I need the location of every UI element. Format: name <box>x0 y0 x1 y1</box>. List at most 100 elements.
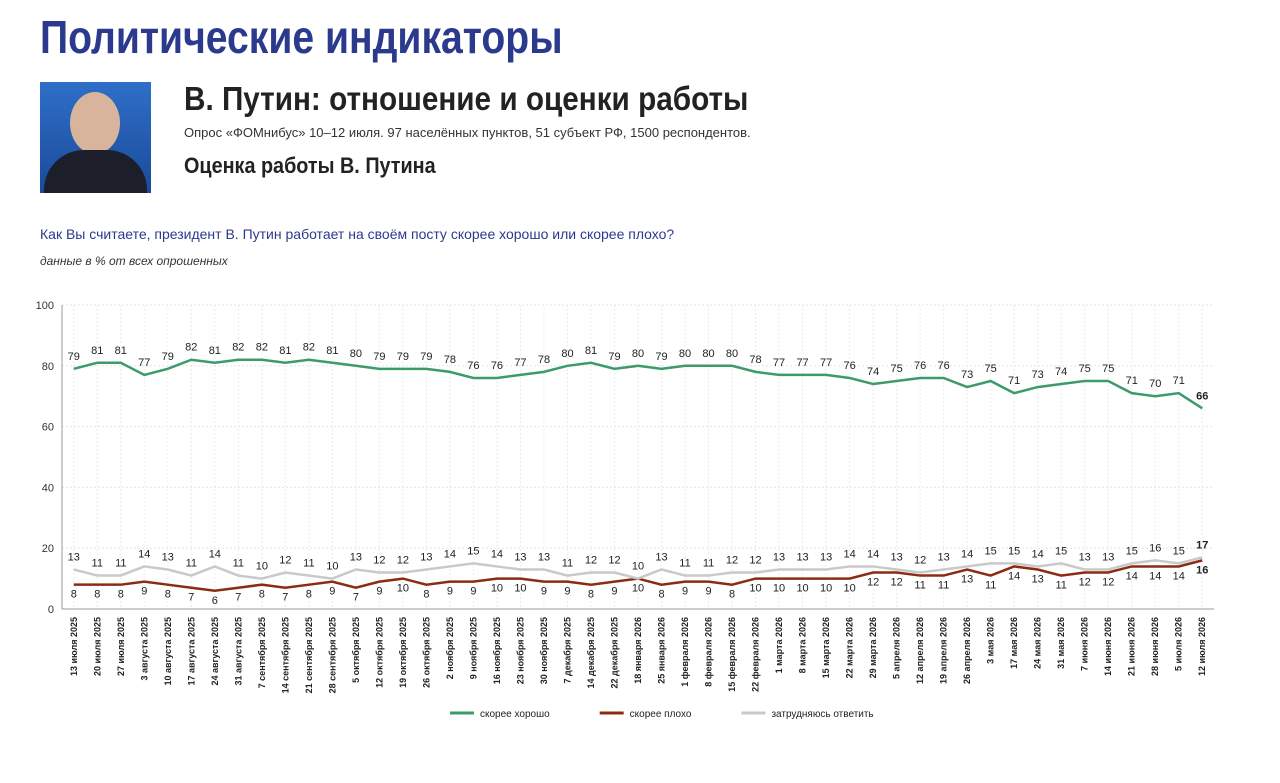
data-label: 12 <box>726 555 738 567</box>
x-tick-label: 21 июня 2026 <box>1127 617 1137 676</box>
data-label: 13 <box>938 551 950 563</box>
data-label: 73 <box>961 369 973 381</box>
data-label: 14 <box>1032 548 1044 560</box>
x-tick-label: 24 августа 2025 <box>210 617 220 686</box>
x-tick-label: 5 июля 2026 <box>1174 617 1184 671</box>
data-label: 13 <box>890 551 902 563</box>
data-label: 12 <box>749 555 761 567</box>
x-tick-label: 20 июля 2025 <box>92 617 102 676</box>
x-tick-label: 29 марта 2026 <box>868 617 878 678</box>
data-label: 8 <box>71 589 77 601</box>
x-tick-label: 14 июня 2026 <box>1103 617 1113 676</box>
series-line <box>73 358 1203 410</box>
data-label: 11 <box>303 558 314 570</box>
data-label: 82 <box>232 342 244 354</box>
data-label: 77 <box>796 357 808 369</box>
data-label: 15 <box>467 545 479 557</box>
data-label: 71 <box>1126 375 1138 387</box>
x-tick-label: 9 ноября 2025 <box>468 617 478 679</box>
x-tick-label: 8 марта 2026 <box>798 617 808 673</box>
data-label: 79 <box>373 351 385 363</box>
data-label: 16 <box>1149 542 1161 554</box>
data-label: 9 <box>541 586 547 598</box>
data-label: 7 <box>188 592 194 604</box>
data-label: 71 <box>1008 375 1020 387</box>
x-tick-label: 13 июля 2025 <box>69 617 79 676</box>
data-label: 8 <box>658 589 664 601</box>
x-tick-label: 7 сентября 2025 <box>257 617 267 688</box>
data-label: 10 <box>820 583 832 595</box>
legend-label: затрудняюсь ответить <box>771 709 873 720</box>
data-label: 10 <box>491 583 503 595</box>
data-label: 12 <box>608 555 620 567</box>
subtitle: В. Путин: отношение и оценки работы <box>184 80 749 117</box>
x-tick-label: 25 января 2026 <box>657 617 667 684</box>
data-label: 14 <box>867 548 879 560</box>
x-tick-label: 15 марта 2026 <box>821 617 831 678</box>
x-tick-label: 26 октября 2025 <box>421 617 431 688</box>
data-label: 14 <box>138 548 150 560</box>
data-label: 14 <box>1008 570 1020 582</box>
section-title: Оценка работы В. Путина <box>184 153 436 178</box>
x-tick-label: 14 декабря 2025 <box>586 617 596 688</box>
chart-title: Как Вы считаете, президент В. Путин рабо… <box>40 226 675 242</box>
x-tick-label: 22 марта 2026 <box>845 617 855 678</box>
data-label: 77 <box>773 357 785 369</box>
data-label: 11 <box>914 580 925 592</box>
data-label: 13 <box>162 551 174 563</box>
data-label: 7 <box>353 592 359 604</box>
data-label: 10 <box>514 583 526 595</box>
data-label: 79 <box>608 351 620 363</box>
data-label: 13 <box>796 551 808 563</box>
data-label: 79 <box>68 351 80 363</box>
data-label: 14 <box>961 548 973 560</box>
data-label: 13 <box>1079 551 1091 563</box>
x-tick-label: 7 июня 2026 <box>1080 617 1090 671</box>
data-label: 13 <box>1102 551 1114 563</box>
data-label: 13 <box>655 551 667 563</box>
x-tick-label: 18 января 2026 <box>633 617 643 684</box>
data-label: 12 <box>1102 577 1114 589</box>
data-label: 12 <box>1079 577 1091 589</box>
data-label: 8 <box>306 589 312 601</box>
y-tick-label: 80 <box>42 361 54 373</box>
photo <box>40 82 151 193</box>
data-label: 80 <box>726 348 738 360</box>
x-tick-label: 12 июля 2026 <box>1197 617 1207 676</box>
legend-label: скорее хорошо <box>480 709 550 720</box>
data-label: 8 <box>94 589 100 601</box>
data-label: 79 <box>420 351 432 363</box>
x-tick-label: 23 ноября 2025 <box>515 617 525 684</box>
data-label: 11 <box>233 558 244 570</box>
data-label: 12 <box>585 555 597 567</box>
data-label: 75 <box>1102 363 1114 375</box>
data-label: 13 <box>538 551 550 563</box>
data-label: 11 <box>92 558 103 570</box>
data-label: 82 <box>185 342 197 354</box>
data-label: 10 <box>632 561 644 573</box>
data-label: 12 <box>914 555 926 567</box>
data-label: 8 <box>259 589 265 601</box>
data-label: 12 <box>279 555 291 567</box>
x-tick-label: 17 августа 2025 <box>186 617 196 686</box>
data-label: 81 <box>91 345 103 357</box>
data-label: 8 <box>729 589 735 601</box>
x-tick-label: 27 июля 2025 <box>116 617 126 676</box>
data-label: 7 <box>235 592 241 604</box>
y-tick-label: 100 <box>36 300 54 312</box>
data-label: 70 <box>1149 378 1161 390</box>
x-tick-label: 8 февраля 2026 <box>704 617 714 687</box>
y-tick-label: 60 <box>42 422 54 434</box>
data-label: 80 <box>561 348 573 360</box>
data-label: 11 <box>679 558 690 570</box>
data-label: 82 <box>256 342 268 354</box>
data-label: 80 <box>679 348 691 360</box>
x-tick-label: 15 февраля 2026 <box>727 617 737 692</box>
data-label: 14 <box>444 548 456 560</box>
data-label: 14 <box>209 548 221 560</box>
data-label: 81 <box>115 345 127 357</box>
data-label: 8 <box>165 589 171 601</box>
data-label: 13 <box>514 551 526 563</box>
x-tick-label: 28 июня 2026 <box>1150 617 1160 676</box>
